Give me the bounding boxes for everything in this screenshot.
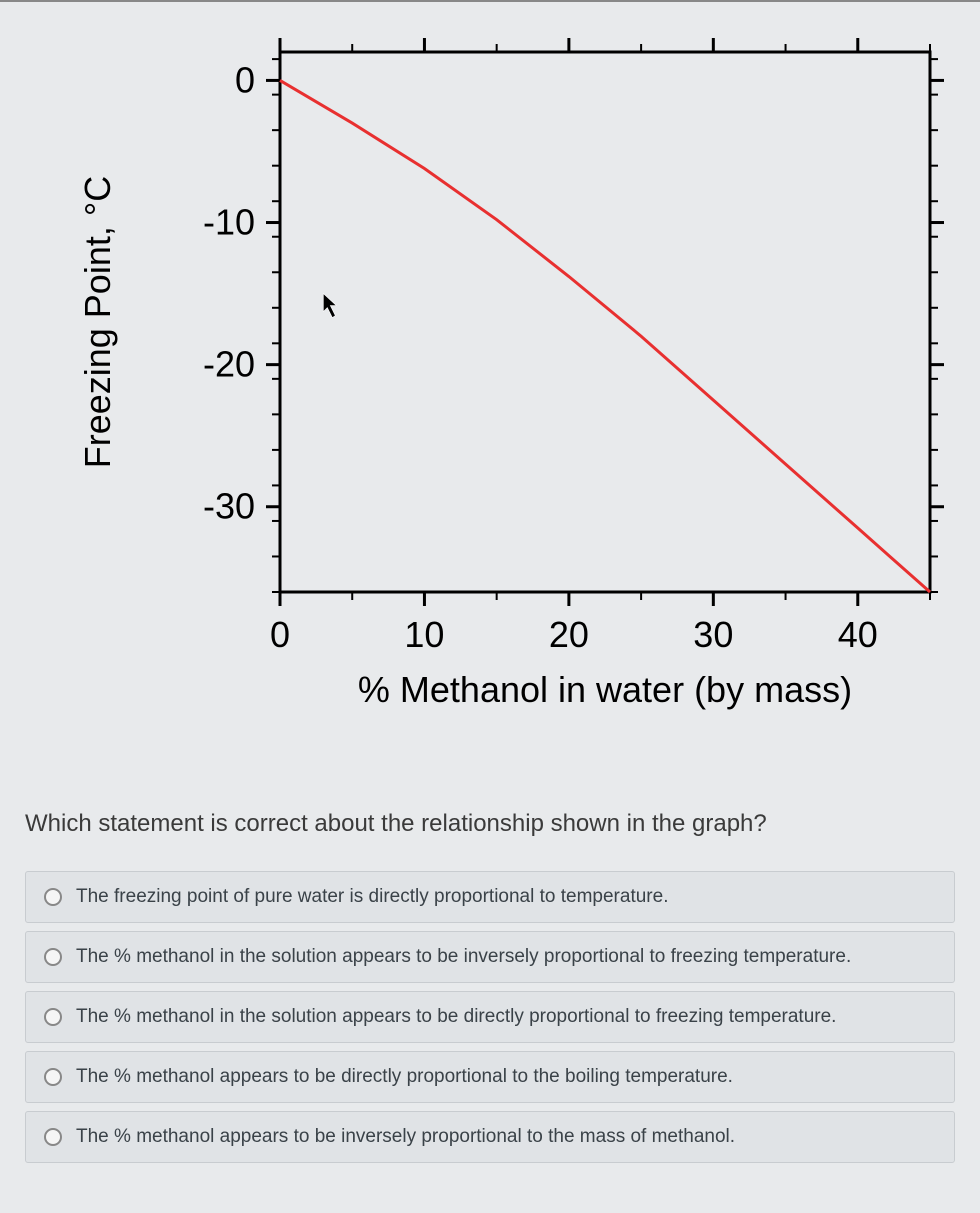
option-0[interactable]: The freezing point of pure water is dire… xyxy=(25,871,955,923)
radio-icon xyxy=(44,1008,62,1026)
options-list: The freezing point of pure water is dire… xyxy=(25,871,955,1163)
option-4[interactable]: The % methanol appears to be inversely p… xyxy=(25,1111,955,1163)
svg-text:40: 40 xyxy=(838,614,878,655)
option-2[interactable]: The % methanol in the solution appears t… xyxy=(25,991,955,1043)
option-label: The % methanol appears to be directly pr… xyxy=(76,1066,733,1088)
svg-text:-30: -30 xyxy=(203,486,255,527)
option-3[interactable]: The % methanol appears to be directly pr… xyxy=(25,1051,955,1103)
question-text: Which statement is correct about the rel… xyxy=(25,807,955,841)
chart-container: 0 10 20 30 40 0 -10 -20 -30 % Methanol in water (… xyxy=(30,22,950,777)
radio-icon xyxy=(44,1128,62,1146)
option-label: The % methanol appears to be inversely p… xyxy=(76,1126,735,1148)
option-1[interactable]: The % methanol in the solution appears t… xyxy=(25,931,955,983)
radio-icon xyxy=(44,888,62,906)
svg-text:Freezing Point, °C: Freezing Point, °C xyxy=(77,176,118,469)
option-label: The % methanol in the solution appears t… xyxy=(76,1006,836,1028)
option-label: The % methanol in the solution appears t… xyxy=(76,946,851,968)
svg-text:20: 20 xyxy=(549,614,589,655)
svg-text:10: 10 xyxy=(404,614,444,655)
freezing-point-chart: 0 10 20 30 40 0 -10 -20 -30 % Methanol in water (… xyxy=(30,22,950,772)
radio-icon xyxy=(44,948,62,966)
svg-text:-20: -20 xyxy=(203,344,255,385)
svg-text:30: 30 xyxy=(693,614,733,655)
page-container: 0 10 20 30 40 0 -10 -20 -30 % Methanol in water (… xyxy=(0,0,980,1213)
svg-text:% Methanol in water (by mass): % Methanol in water (by mass) xyxy=(358,669,852,710)
radio-icon xyxy=(44,1068,62,1086)
option-label: The freezing point of pure water is dire… xyxy=(76,886,668,908)
svg-text:0: 0 xyxy=(235,59,255,100)
svg-text:0: 0 xyxy=(270,614,290,655)
svg-text:-10: -10 xyxy=(203,202,255,243)
